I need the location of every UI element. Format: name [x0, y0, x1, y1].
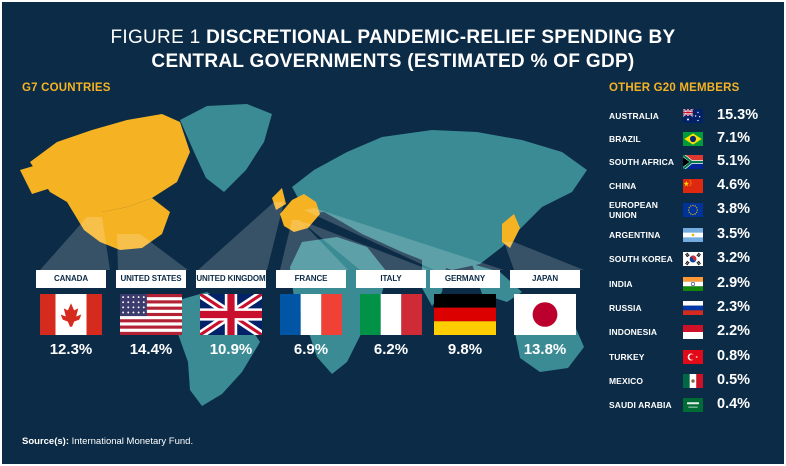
- country-label: FRANCE: [276, 270, 346, 288]
- europe-g7-shape: [280, 194, 320, 232]
- g20-row-india: INDIA 2.9%: [609, 274, 769, 294]
- saudi-arabia-flag-icon: [683, 398, 703, 412]
- value-label: 6.2%: [373, 341, 409, 358]
- value-label: 7.1%: [717, 130, 751, 146]
- chart-title: FIGURE 1 DISCRETIONAL PANDEMIC-RELIEF SP…: [2, 26, 784, 74]
- country-label: ITALY: [356, 270, 426, 288]
- g20-row-indonesia: INDONESIA 2.2%: [609, 322, 769, 342]
- russia-flag-icon: [683, 301, 703, 315]
- g20-row-south-africa: SOUTH AFRICA 5.1%: [609, 152, 769, 172]
- canada-shape: [30, 114, 190, 212]
- g20-row-turkey: TURKEY 0.8%: [609, 347, 769, 367]
- value-label: 2.3%: [717, 299, 751, 315]
- value-label: 2.2%: [717, 323, 751, 339]
- g20-row-mexico: MEXICO 0.5%: [609, 371, 769, 391]
- italy-flag-icon: [360, 294, 422, 335]
- source-note: Source(s): International Monetary Fund.: [22, 436, 193, 447]
- value-label: 12.3%: [49, 341, 93, 358]
- country-label: MEXICO: [609, 376, 644, 386]
- turkey-flag-icon: [683, 350, 703, 364]
- g20-row-australia: AUSTRALIA 15.3%: [609, 106, 769, 126]
- title-prefix: FIGURE 1: [110, 27, 201, 48]
- argentina-flag-icon: [683, 228, 703, 242]
- country-label: SOUTH AFRICA: [609, 157, 675, 167]
- source-label: Source(s):: [22, 436, 69, 447]
- india-flag-icon: [683, 277, 703, 291]
- south-korea-flag-icon: [683, 252, 703, 266]
- g20-row-south-korea: SOUTH KOREA 3.2%: [609, 249, 769, 269]
- country-label: CANADA: [36, 270, 106, 288]
- japan-shape: [502, 214, 520, 248]
- value-label: 0.5%: [717, 372, 751, 388]
- country-label: CHINA: [609, 181, 637, 191]
- usa-shape: [67, 198, 170, 250]
- canada-flag-icon: [40, 294, 102, 335]
- japan-flag-icon: [514, 294, 576, 335]
- country-label: AUSTRALIA: [609, 111, 660, 121]
- g20-row-russia: RUSSIA 2.3%: [609, 298, 769, 318]
- country-label: EUROPEAN UNION: [609, 200, 658, 220]
- france-flag-icon: [280, 294, 342, 335]
- value-label: 13.8%: [523, 341, 567, 358]
- mexico-flag-icon: [683, 374, 703, 388]
- value-label: 3.5%: [717, 226, 751, 242]
- value-label: 5.1%: [717, 153, 751, 169]
- g20-heading: OTHER G20 MEMBERS: [609, 82, 740, 94]
- g20-row-european-union: EUROPEAN UNION 3.8%: [609, 200, 769, 220]
- value-label: 9.8%: [447, 341, 483, 358]
- value-label: 0.4%: [717, 396, 751, 412]
- g7-heading: G7 COUNTRIES: [22, 82, 111, 94]
- source-text: International Monetary Fund.: [68, 436, 194, 447]
- indonesia-flag-icon: [683, 325, 703, 339]
- title-line1: DISCRETIONAL PANDEMIC-RELIEF SPENDING BY: [206, 27, 676, 48]
- value-label: 10.9%: [209, 341, 253, 358]
- g20-row-argentina: ARGENTINA 3.5%: [609, 225, 769, 245]
- g20-row-china: CHINA 4.6%: [609, 176, 769, 196]
- country-label: JAPAN: [510, 270, 580, 288]
- country-label: UNITED KINGDOM: [196, 270, 266, 288]
- uk-flag-icon: [200, 294, 262, 335]
- country-label: GERMANY: [430, 270, 500, 288]
- value-label: 0.8%: [717, 348, 751, 364]
- value-label: 4.6%: [717, 177, 751, 193]
- country-label: INDONESIA: [609, 327, 658, 337]
- value-label: 2.9%: [717, 275, 751, 291]
- australia-flag-icon: [683, 109, 703, 123]
- brazil-flag-icon: [683, 132, 703, 146]
- country-label: TURKEY: [609, 352, 645, 362]
- value-label: 6.9%: [293, 341, 329, 358]
- country-label: INDIA: [609, 279, 633, 289]
- country-label: BRAZIL: [609, 134, 641, 144]
- eu-flag-icon: [683, 203, 703, 217]
- greenland-shape: [180, 104, 272, 192]
- germany-flag-icon: [434, 294, 496, 335]
- country-label: ARGENTINA: [609, 230, 661, 240]
- south-africa-flag-icon: [683, 155, 703, 169]
- uk-shape: [272, 188, 286, 210]
- value-label: 3.8%: [717, 201, 751, 217]
- us-flag-icon: [120, 294, 182, 335]
- value-label: 15.3%: [717, 107, 759, 123]
- country-label: RUSSIA: [609, 303, 642, 313]
- alaska-shape: [20, 162, 54, 194]
- country-label: SAUDI ARABIA: [609, 400, 672, 410]
- china-flag-icon: [683, 179, 703, 193]
- country-label: UNITED STATES: [116, 270, 186, 288]
- g20-row-brazil: BRAZIL 7.1%: [609, 129, 769, 149]
- value-label: 14.4%: [129, 341, 173, 358]
- country-label: SOUTH KOREA: [609, 254, 673, 264]
- title-line2: CENTRAL GOVERNMENTS (ESTIMATED % OF GDP): [151, 51, 635, 72]
- value-label: 3.2%: [717, 250, 751, 266]
- g20-row-saudi-arabia: SAUDI ARABIA 0.4%: [609, 395, 769, 415]
